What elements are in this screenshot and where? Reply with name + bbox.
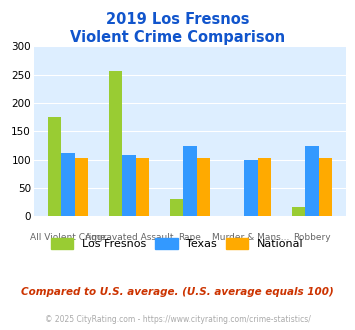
Bar [75, 158, 88, 216]
Bar [305, 146, 318, 216]
Text: © 2025 CityRating.com - https://www.cityrating.com/crime-statistics/: © 2025 CityRating.com - https://www.city… [45, 315, 310, 324]
Text: Robbery: Robbery [293, 233, 331, 242]
Text: Violent Crime Comparison: Violent Crime Comparison [70, 30, 285, 45]
Text: Rape: Rape [179, 233, 201, 242]
Bar [197, 158, 210, 216]
Text: All Violent Crime: All Violent Crime [30, 233, 106, 242]
Bar [318, 158, 332, 216]
Bar [292, 207, 305, 216]
Bar [170, 199, 183, 216]
Bar [122, 155, 136, 216]
Bar [61, 153, 75, 216]
Bar [183, 147, 197, 216]
Bar [258, 158, 271, 216]
Bar [109, 71, 122, 216]
Bar [244, 159, 258, 216]
Text: Aggravated Assault: Aggravated Assault [85, 233, 173, 242]
Text: Murder & Mans...: Murder & Mans... [212, 233, 290, 242]
Text: Compared to U.S. average. (U.S. average equals 100): Compared to U.S. average. (U.S. average … [21, 287, 334, 297]
Bar [136, 158, 149, 216]
Legend: Los Fresnos, Texas, National: Los Fresnos, Texas, National [47, 234, 308, 253]
Bar [48, 117, 61, 216]
Text: 2019 Los Fresnos: 2019 Los Fresnos [106, 12, 249, 26]
